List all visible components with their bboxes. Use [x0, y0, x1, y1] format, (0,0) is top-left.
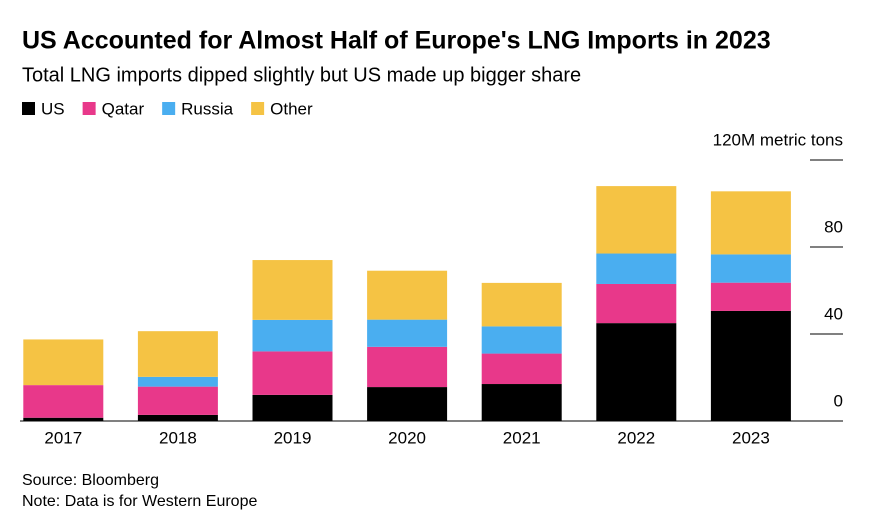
- note: Note: Data is for Western Europe: [22, 493, 257, 510]
- bar-segment: [137, 386, 218, 415]
- bar-segment: [252, 260, 333, 320]
- legend-label: Russia: [181, 99, 234, 118]
- bar-segment: [23, 339, 104, 386]
- x-tick-label: 2018: [159, 428, 197, 447]
- bar-segment: [710, 191, 791, 255]
- legend-swatch: [82, 102, 96, 115]
- bar-segment: [481, 384, 562, 421]
- legend-swatch: [251, 102, 265, 115]
- bar-segment: [481, 353, 562, 385]
- x-tick-label: 2023: [732, 428, 770, 447]
- x-tick-label: 2021: [503, 428, 541, 447]
- bar-segment: [596, 253, 677, 284]
- y-tick-label: 40: [824, 304, 843, 323]
- bar-segment: [481, 326, 562, 354]
- bar-segment: [367, 387, 448, 421]
- bar-segment: [137, 414, 218, 421]
- y-tick-label: 0: [834, 391, 843, 410]
- legend-swatch: [162, 102, 176, 115]
- bar-segment: [252, 351, 333, 395]
- bar-segment: [481, 282, 562, 327]
- bar-segment: [252, 319, 333, 352]
- source: Source: Bloomberg: [22, 472, 159, 489]
- bar-segment: [137, 331, 218, 377]
- legend-label: US: [41, 99, 65, 118]
- legend-swatch: [22, 102, 35, 115]
- bar-segment: [596, 283, 677, 324]
- x-tick-label: 2019: [274, 428, 312, 447]
- x-tick-label: 2022: [617, 428, 655, 447]
- y-tick-label: 80: [824, 217, 843, 236]
- bar-segment: [596, 186, 677, 254]
- legend-label: Qatar: [102, 99, 145, 118]
- legend-label: Other: [270, 99, 313, 118]
- bar-segment: [367, 319, 448, 347]
- bar-segment: [596, 323, 677, 421]
- bar-segment: [367, 270, 448, 320]
- bar-segment: [367, 346, 448, 388]
- bar-segment: [23, 385, 104, 418]
- bar-segment: [23, 417, 104, 421]
- bar-segment: [710, 254, 791, 283]
- bar-segment: [710, 282, 791, 311]
- bar-segment: [137, 376, 218, 387]
- bar-segment: [252, 394, 333, 421]
- x-tick-label: 2020: [388, 428, 426, 447]
- y-tick-label: 120M metric tons: [713, 130, 843, 149]
- chart-title: US Accounted for Almost Half of Europe's…: [22, 27, 771, 55]
- bar-segment: [710, 310, 791, 421]
- x-tick-label: 2017: [44, 428, 82, 447]
- chart-subtitle: Total LNG imports dipped slightly but US…: [22, 64, 581, 86]
